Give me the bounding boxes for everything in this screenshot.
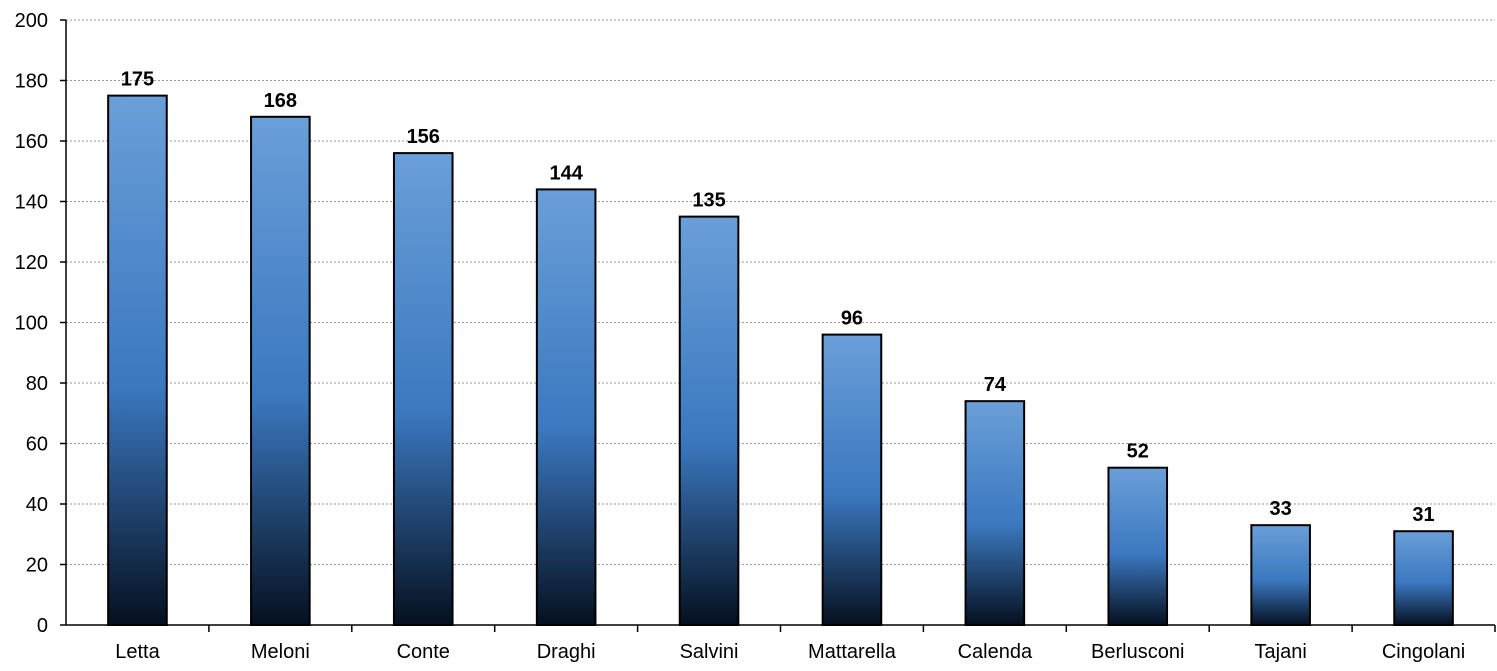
data-labels: 175 168 156 144 135 96 74 52 33 31: [121, 69, 1435, 527]
bar-salvini: [678, 215, 740, 626]
data-label: 33: [1270, 498, 1292, 520]
bar-cingolani: [1393, 530, 1454, 626]
y-tick-label: 40: [26, 494, 48, 516]
data-label: 31: [1412, 504, 1434, 526]
data-label: 74: [984, 374, 1007, 396]
x-tick-label: Meloni: [251, 641, 310, 663]
x-tick-labels: Letta Meloni Conte Draghi Salvini Mattarella C…: [115, 641, 1465, 663]
bar-calenda: [964, 400, 1026, 626]
y-tick-label: 180: [15, 71, 48, 93]
bar-tajani: [1250, 524, 1311, 626]
data-label: 135: [692, 190, 725, 212]
x-tick-label: Letta: [115, 641, 160, 663]
y-tick-label: 60: [26, 434, 48, 456]
data-label: 144: [549, 162, 583, 184]
y-tick-label: 0: [37, 615, 48, 637]
x-tick-label: Draghi: [537, 641, 596, 663]
x-tick-label: Salvini: [680, 641, 739, 663]
y-tick-labels: 0 20 40 60 80 100 120 140 160 180 200: [15, 10, 48, 637]
bar-berlusconi: [1107, 466, 1169, 627]
y-tick-label: 160: [15, 131, 48, 153]
y-tick-label: 200: [15, 10, 48, 32]
bar-conte: [392, 152, 454, 626]
data-label: 175: [121, 69, 154, 91]
y-tick-label: 120: [15, 252, 48, 274]
y-tick-label: 140: [15, 192, 48, 214]
data-label: 168: [264, 90, 297, 112]
x-tick-label: Mattarella: [808, 641, 897, 663]
y-tick-label: 80: [26, 373, 48, 395]
x-tick-label: Calenda: [958, 641, 1033, 663]
data-label: 96: [841, 308, 863, 330]
x-tick-label: Tajani: [1255, 641, 1307, 663]
x-tick-label: Conte: [397, 641, 450, 663]
x-tick-label: Berlusconi: [1091, 641, 1184, 663]
bar-letta: [107, 94, 168, 626]
bars: [107, 94, 1454, 627]
data-label: 52: [1127, 441, 1149, 463]
y-tick-label: 20: [26, 555, 48, 577]
bar-meloni: [250, 115, 311, 627]
y-tick-label: 100: [15, 313, 48, 335]
data-label: 156: [407, 126, 440, 148]
bar-draghi: [535, 188, 597, 626]
x-tick-label: Cingolani: [1382, 641, 1465, 663]
bar-mattarella: [821, 333, 883, 626]
